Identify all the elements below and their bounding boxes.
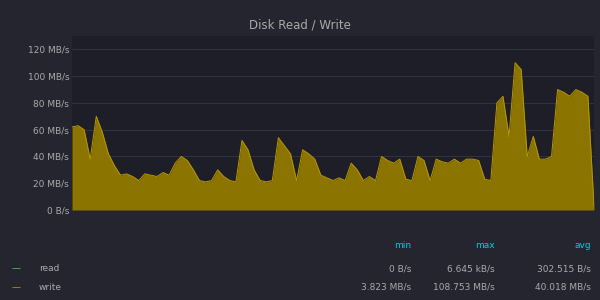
Text: read: read — [39, 264, 59, 273]
Text: —: — — [12, 264, 21, 273]
Text: 40.018 MB/s: 40.018 MB/s — [535, 283, 591, 292]
Text: max: max — [475, 241, 495, 250]
Text: 108.753 MB/s: 108.753 MB/s — [433, 283, 495, 292]
Text: avg: avg — [574, 241, 591, 250]
Text: 0 B/s: 0 B/s — [389, 264, 411, 273]
Text: 6.645 kB/s: 6.645 kB/s — [448, 264, 495, 273]
Text: 3.823 MB/s: 3.823 MB/s — [361, 283, 411, 292]
Text: —: — — [12, 283, 21, 292]
Text: Disk Read / Write: Disk Read / Write — [249, 18, 351, 31]
Text: 302.515 B/s: 302.515 B/s — [537, 264, 591, 273]
Text: min: min — [394, 241, 411, 250]
Text: write: write — [39, 283, 62, 292]
